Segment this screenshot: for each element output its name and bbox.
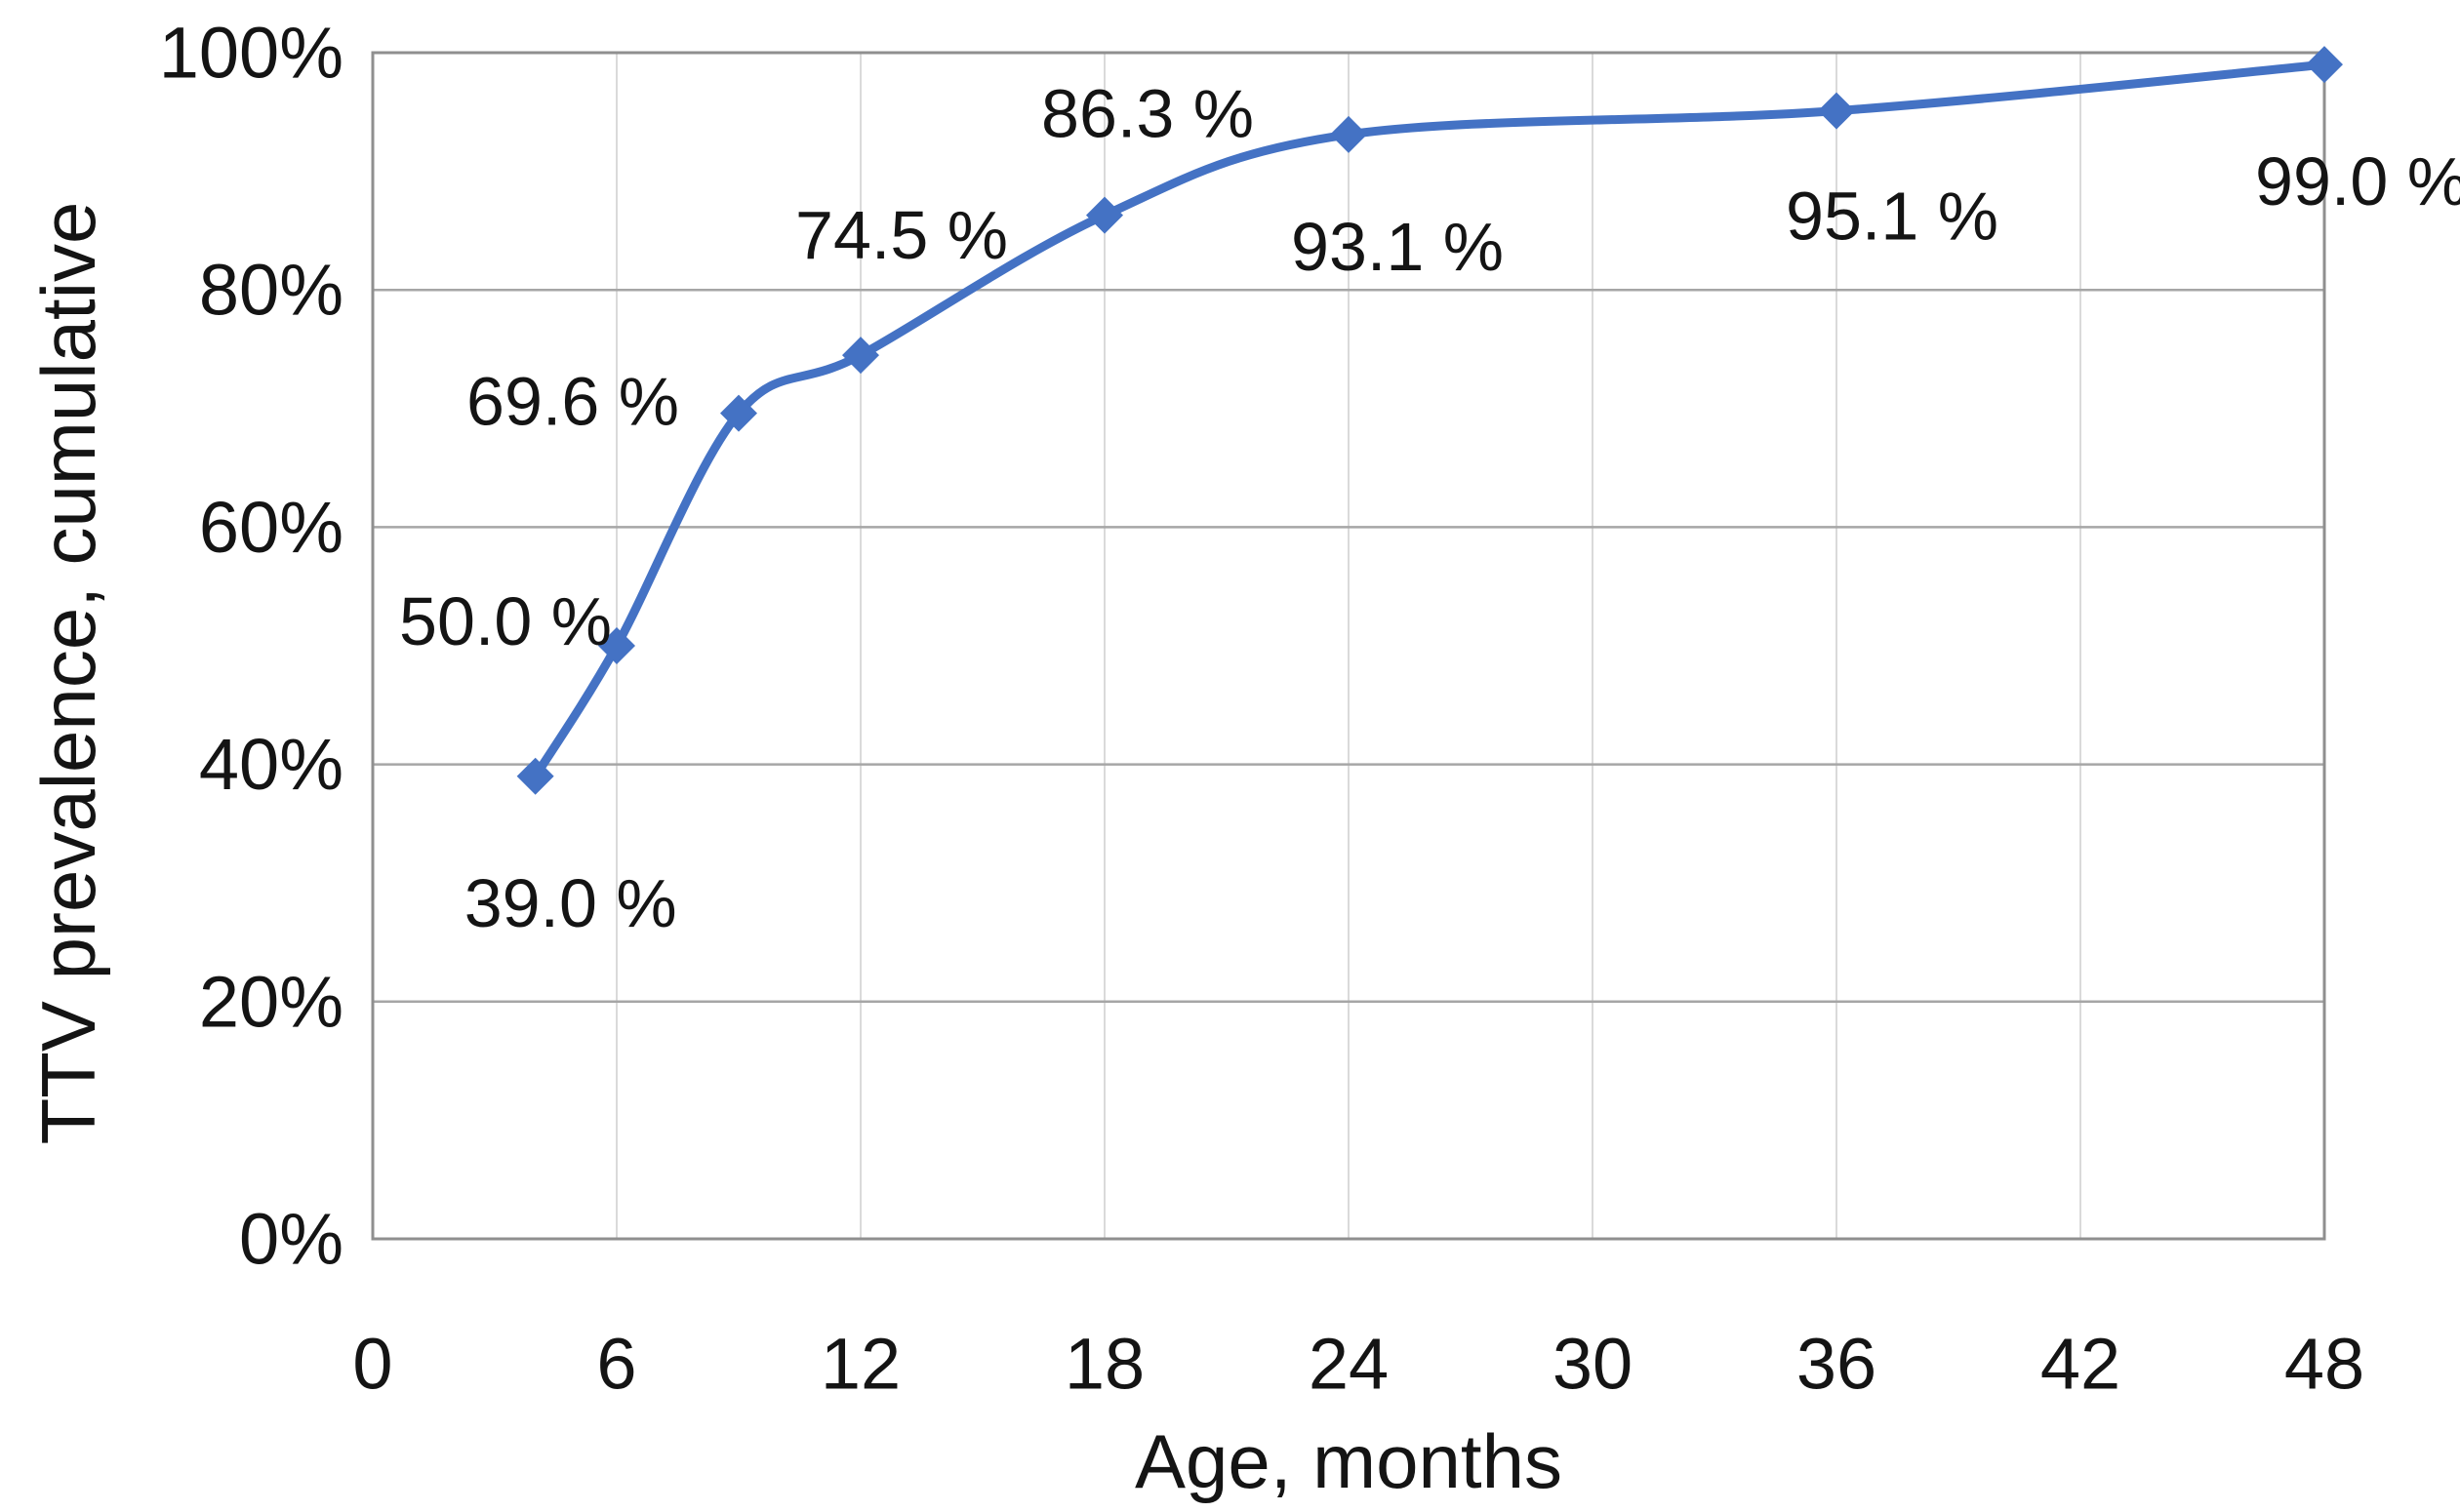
y-tick-label: 100% xyxy=(159,13,343,94)
y-tick-label: 80% xyxy=(199,250,343,331)
data-point-label: 86.3 % xyxy=(1041,76,1254,152)
data-point-label: 93.1 % xyxy=(1291,209,1504,285)
axis-tick-labels: 0 6 12 18 24 30 36 42 48 0% 20% 40% 60% 80% 100% xyxy=(159,13,2364,1405)
data-point-marker xyxy=(516,757,554,795)
y-tick-label: 0% xyxy=(239,1199,343,1280)
data-point-label: 95.1 % xyxy=(1786,179,1998,255)
data-point-marker xyxy=(2306,46,2343,84)
x-tick-label: 24 xyxy=(1309,1324,1389,1405)
data-point-label: 50.0 % xyxy=(399,583,612,659)
data-point-labels: 39.0 % 50.0 % 69.6 % 74.5 % 86.3 % 93.1 % 95.1… xyxy=(399,76,2460,941)
data-point-marker xyxy=(1818,92,1855,130)
y-tick-label: 60% xyxy=(199,487,343,568)
plot-border xyxy=(371,51,2326,1241)
y-axis-title: TTV prevalence, cumulative xyxy=(25,202,111,1145)
data-point-label: 39.0 % xyxy=(464,865,677,941)
x-tick-label: 48 xyxy=(2284,1324,2364,1405)
x-tick-label: 6 xyxy=(596,1324,636,1405)
x-tick-label: 36 xyxy=(1796,1324,1876,1405)
data-point-marker xyxy=(1086,196,1123,234)
x-tick-label: 42 xyxy=(2040,1324,2120,1405)
x-axis-title: Age, months xyxy=(1135,1418,1562,1504)
y-tick-label: 40% xyxy=(199,724,343,805)
y-tick-label: 20% xyxy=(199,961,343,1042)
data-series xyxy=(516,46,2343,795)
data-point-label: 69.6 % xyxy=(466,364,679,440)
x-tick-label: 18 xyxy=(1065,1324,1145,1405)
data-point-label: 74.5 % xyxy=(795,197,1008,273)
x-tick-label: 12 xyxy=(821,1324,901,1405)
x-tick-label: 30 xyxy=(1553,1324,1633,1405)
x-tick-label: 0 xyxy=(352,1324,392,1405)
data-point-marker xyxy=(598,627,635,664)
data-point-marker xyxy=(1330,115,1367,153)
data-point-marker xyxy=(720,394,757,432)
gridlines xyxy=(371,51,2326,1241)
data-point-label: 99.0 % xyxy=(2255,143,2460,219)
data-point-marker xyxy=(842,337,879,375)
series-line xyxy=(531,60,2329,781)
